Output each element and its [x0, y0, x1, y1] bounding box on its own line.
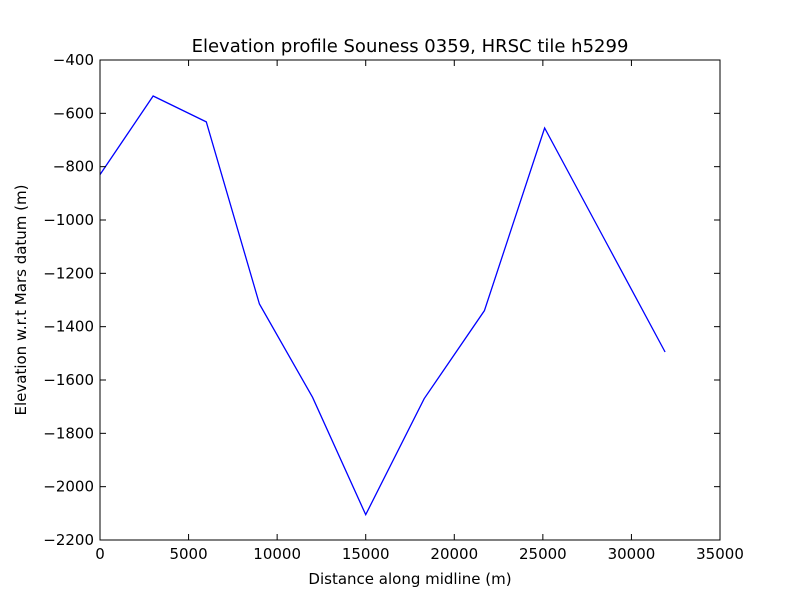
y-tick-label: −1000 [43, 211, 94, 229]
y-tick-label: −600 [53, 104, 94, 122]
y-tick-label: −1800 [43, 424, 94, 442]
plot-area [99, 59, 721, 541]
y-tick-label: −1400 [43, 318, 94, 336]
x-tick-label: 15000 [342, 545, 390, 563]
y-tick-label: −2200 [43, 531, 94, 549]
y-tick-label: −1200 [43, 264, 94, 282]
y-tick-label: −2000 [43, 478, 94, 496]
x-tick-label: 30000 [608, 545, 656, 563]
series-line-0 [99, 95, 666, 517]
x-tick-label: 5000 [169, 545, 207, 563]
y-tick-label: −800 [53, 158, 94, 176]
y-tick-label: −1600 [43, 371, 94, 389]
x-axis-label: Distance along midline (m) [308, 570, 511, 588]
y-axis-label: Elevation w.r.t Mars datum (m) [12, 185, 30, 416]
axis-ticks [99, 59, 721, 541]
x-tick-label: 25000 [519, 545, 567, 563]
y-tick-label: −400 [53, 51, 94, 69]
x-tick-label: 20000 [430, 545, 478, 563]
x-tick-label: 35000 [696, 545, 744, 563]
chart-title: Elevation profile Souness 0359, HRSC til… [192, 36, 629, 57]
x-tick-label: 0 [95, 545, 105, 563]
axis-tick-labels: 0 5000 10000 15000 20000 25000 30000 35000 −400 −… [43, 51, 744, 563]
plot-frame [99, 59, 721, 541]
x-tick-label: 10000 [253, 545, 301, 563]
